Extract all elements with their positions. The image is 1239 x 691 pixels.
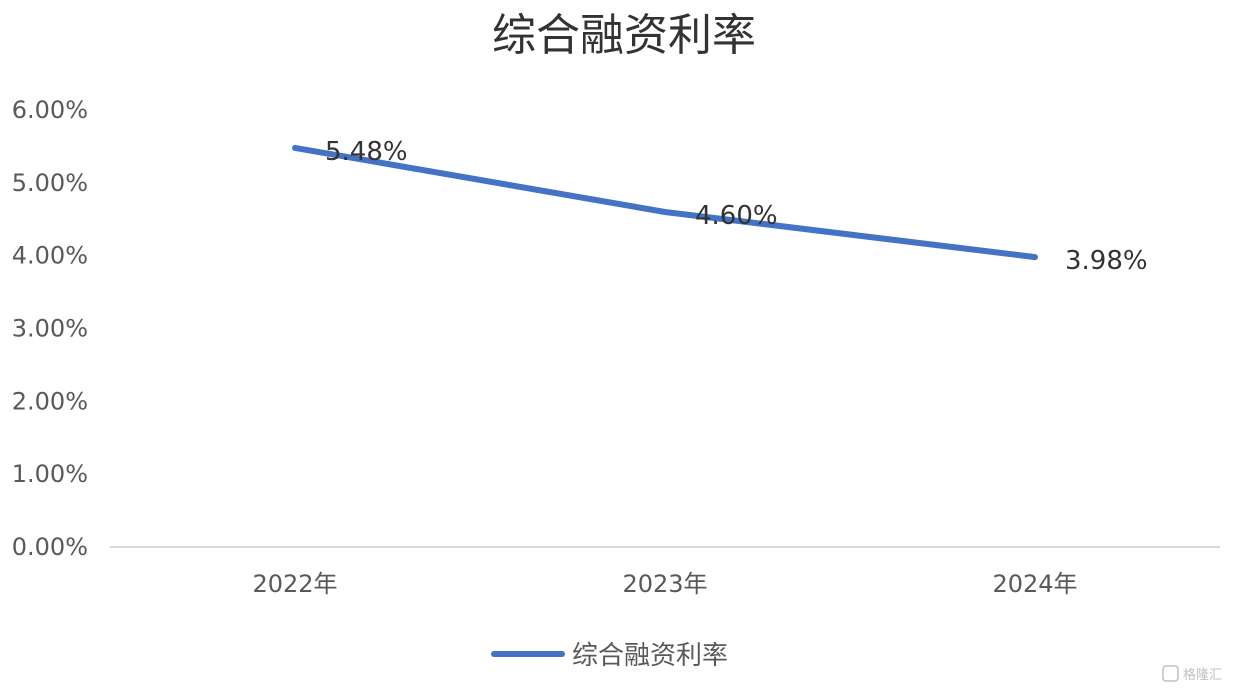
chart-title: 综合融资利率 [492, 10, 756, 61]
y-axis: 0.00% 1.00% 2.00% 3.00% 4.00% 5.00% 6.00% [12, 96, 88, 561]
y-tick-label: 1.00% [12, 460, 88, 488]
x-axis: 2022年 2023年 2024年 [252, 570, 1077, 598]
data-label: 4.60% [695, 201, 778, 231]
series-layer: 5.48% 4.60% 3.98% [292, 137, 1148, 276]
x-tick-label: 2023年 [622, 570, 707, 598]
x-tick-label: 2024年 [992, 570, 1077, 598]
legend-label: 综合融资利率 [572, 641, 728, 671]
y-tick-label: 2.00% [12, 387, 88, 415]
series-line [292, 144, 1038, 261]
watermark: 格隆汇 [1162, 665, 1222, 683]
y-tick-label: 5.00% [12, 169, 88, 197]
data-label: 3.98% [1065, 246, 1148, 276]
y-tick-label: 0.00% [12, 533, 88, 561]
y-tick-label: 4.00% [12, 242, 88, 270]
legend: 综合融资利率 [491, 641, 728, 671]
watermark-text: 格隆汇 [1183, 667, 1222, 683]
y-tick-label: 6.00% [12, 96, 88, 124]
data-label: 5.48% [325, 137, 408, 167]
x-tick-label: 2022年 [252, 570, 337, 598]
g-logo-icon [1162, 665, 1179, 682]
y-tick-label: 3.00% [12, 315, 88, 343]
